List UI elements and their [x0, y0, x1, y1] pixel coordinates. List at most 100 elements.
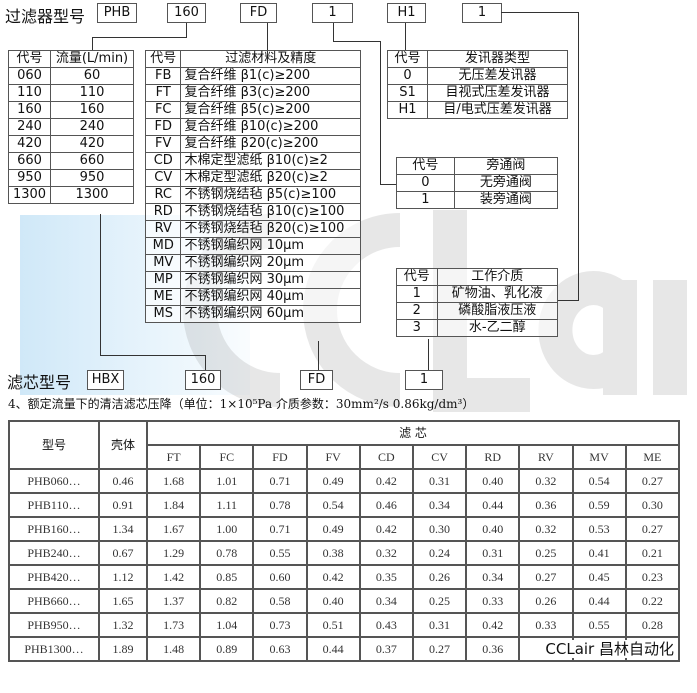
working-medium-table: 代号 工作介质 1 矿物油、乳化液 2 磷酸脂液压液 3 水-乙二醇 — [396, 268, 559, 337]
code-cell: 950 — [8, 169, 51, 187]
description-cell: 不锈钢编织网 20μm — [180, 254, 361, 272]
value-cell: 1.89 — [98, 636, 148, 662]
table-header-row: 代号 流量(L/min) — [8, 50, 135, 68]
table-row: 1 矿物油、乳化液 — [396, 285, 559, 303]
value-cell: 0.21 — [624, 540, 681, 566]
description-cell: 无旁通阀 — [453, 174, 559, 192]
value-cell: 0.34 — [358, 588, 414, 614]
column-header: 代号 — [396, 157, 455, 175]
flow-rate-table: 代号 流量(L/min) 060 60 110 110 160 160 240 240 420 420… — [8, 50, 135, 204]
description-cell: 木棉定型滤纸 β10(c)≥2 — [180, 152, 361, 170]
element-box-flow: 160 — [185, 370, 221, 390]
table-header-row: 代号 发讯器类型 — [386, 50, 568, 68]
code-cell: S1 — [386, 84, 429, 102]
value-cell: 0.26 — [411, 564, 468, 590]
model-cell: PHB660… — [8, 588, 100, 614]
value-cell: 1.12 — [98, 564, 148, 590]
model-cell: PHB950… — [8, 612, 100, 638]
code-cell: 240 — [8, 118, 51, 136]
description-cell: 复合纤维 β3(c)≥200 — [180, 84, 361, 102]
value-cell: 0.46 — [98, 468, 148, 494]
value-cell: 0.31 — [465, 540, 521, 566]
value-cell: 1.67 — [145, 516, 202, 542]
table-row: PHB160… 1.34 1.67 1.00 0.71 0.49 0.42 0.30 0.40 0… — [8, 516, 681, 542]
code-cell: 1300 — [8, 186, 51, 204]
value-cell: 0.49 — [305, 468, 361, 494]
value-cell: 0.89 — [199, 636, 255, 662]
value-cell: 0.31 — [411, 612, 468, 638]
value-cell: 0.40 — [305, 588, 361, 614]
code-cell: 160 — [8, 101, 51, 119]
value-cell: 0.42 — [305, 564, 361, 590]
table-row: PHB240… 0.67 1.29 0.78 0.55 0.38 0.32 0.24 0.31 0… — [8, 540, 681, 566]
value-cell: 0.60 — [252, 564, 308, 590]
value-cell: 0.46 — [358, 492, 414, 518]
table-row: 1 装旁通阀 — [396, 191, 559, 209]
value-cell: 0.28 — [624, 612, 681, 638]
value-cell: 0.42 — [465, 612, 521, 638]
value-cell: 1.32 — [98, 612, 148, 638]
table-row: FD 复合纤维 β10(c)≥200 — [144, 118, 361, 136]
description-cell: 不锈钢编织网 30μm — [180, 271, 361, 289]
table-row: FC 复合纤维 β5(c)≥200 — [144, 101, 361, 119]
value-cell: 0.58 — [252, 588, 308, 614]
column-header: 旁通阀 — [453, 157, 559, 175]
brand-watermark: CCLair 昌林自动化 — [545, 640, 674, 658]
code-cell: FC — [144, 101, 182, 119]
column-header: FT — [145, 444, 202, 470]
model-cell: PHB240… — [8, 540, 100, 566]
value-cell: 0.53 — [571, 516, 627, 542]
value-cell: 0.45 — [571, 564, 627, 590]
value-cell: 0.36 — [465, 636, 521, 662]
value-cell: 0.33 — [518, 612, 574, 638]
value-cell: 0.51 — [305, 612, 361, 638]
column-header: RV — [518, 444, 574, 470]
value-cell: 1.65 — [98, 588, 148, 614]
column-header: ME — [624, 444, 681, 470]
pressure-drop-caption: 4、额定流量下的清洁滤芯压降（单位：1×10⁵Pa 介质参数：30mm²/s 0… — [8, 397, 475, 411]
description-cell: 不锈钢编织网 40μm — [180, 288, 361, 306]
table-row: MP 不锈钢编织网 30μm — [144, 271, 361, 289]
column-header: FD — [252, 444, 308, 470]
table-row: CD 木棉定型滤纸 β10(c)≥2 — [144, 152, 361, 170]
table-row: RC 不锈钢烧结毡 β5(c)≥100 — [144, 186, 361, 204]
table-row: PHB1300… 1.89 1.48 0.89 0.63 0.44 0.37 0.27 0.36… — [8, 636, 681, 662]
value-cell: 0.55 — [571, 612, 627, 638]
table-row: 0 无压差发讯器 — [386, 67, 568, 85]
value-cell: 0.44 — [571, 588, 627, 614]
model-cell: PHB110… — [8, 492, 100, 518]
value-cell: 0.67 — [98, 540, 148, 566]
value-cell: 0.82 — [199, 588, 255, 614]
table-row: 660 660 — [8, 152, 135, 170]
description-cell: 矿物油、乳化液 — [436, 285, 559, 303]
code-box-bypass: 1 — [312, 3, 353, 23]
description-cell: 装旁通阀 — [453, 191, 559, 209]
description-cell: 复合纤维 β20(c)≥200 — [180, 135, 361, 153]
description-cell: 无压差发讯器 — [427, 67, 568, 85]
description-cell: 240 — [49, 118, 135, 136]
value-cell: 1.34 — [98, 516, 148, 542]
value-cell: 0.78 — [252, 492, 308, 518]
value-cell: 1.48 — [145, 636, 202, 662]
description-cell: 1300 — [49, 186, 135, 204]
value-cell: 1.73 — [145, 612, 202, 638]
table-row: S1 目视式压差发讯器 — [386, 84, 568, 102]
value-cell: 1.84 — [145, 492, 202, 518]
description-cell: 160 — [49, 101, 135, 119]
value-cell: 0.40 — [465, 516, 521, 542]
table-header-row: FT FC FD FV CD CV RD RV MV ME — [9, 444, 681, 470]
value-cell: 0.43 — [358, 612, 414, 638]
table-row: PHB110… 0.91 1.84 1.11 0.78 0.54 0.46 0.34 0.44 0… — [8, 492, 681, 518]
table-row: PHB950… 1.32 1.73 1.04 0.73 0.51 0.43 0.31 0.42 0… — [8, 612, 681, 638]
column-header: 过滤材料及精度 — [180, 50, 361, 68]
code-cell: MD — [144, 237, 182, 255]
column-header: 工作介质 — [436, 268, 559, 286]
code-cell: ME — [144, 288, 182, 306]
description-cell: 不锈钢烧结毡 β5(c)≥100 — [180, 186, 361, 204]
code-box-series: PHB — [97, 3, 137, 23]
table-row: 240 240 — [8, 118, 135, 136]
value-cell: 0.54 — [305, 492, 361, 518]
pressure-drop-table: 型号 壳体滤 芯 FT FC FD FV CD CV RD RV MV ME PHB060… 0.46 1.… — [8, 420, 681, 662]
code-cell: 0 — [386, 67, 429, 85]
